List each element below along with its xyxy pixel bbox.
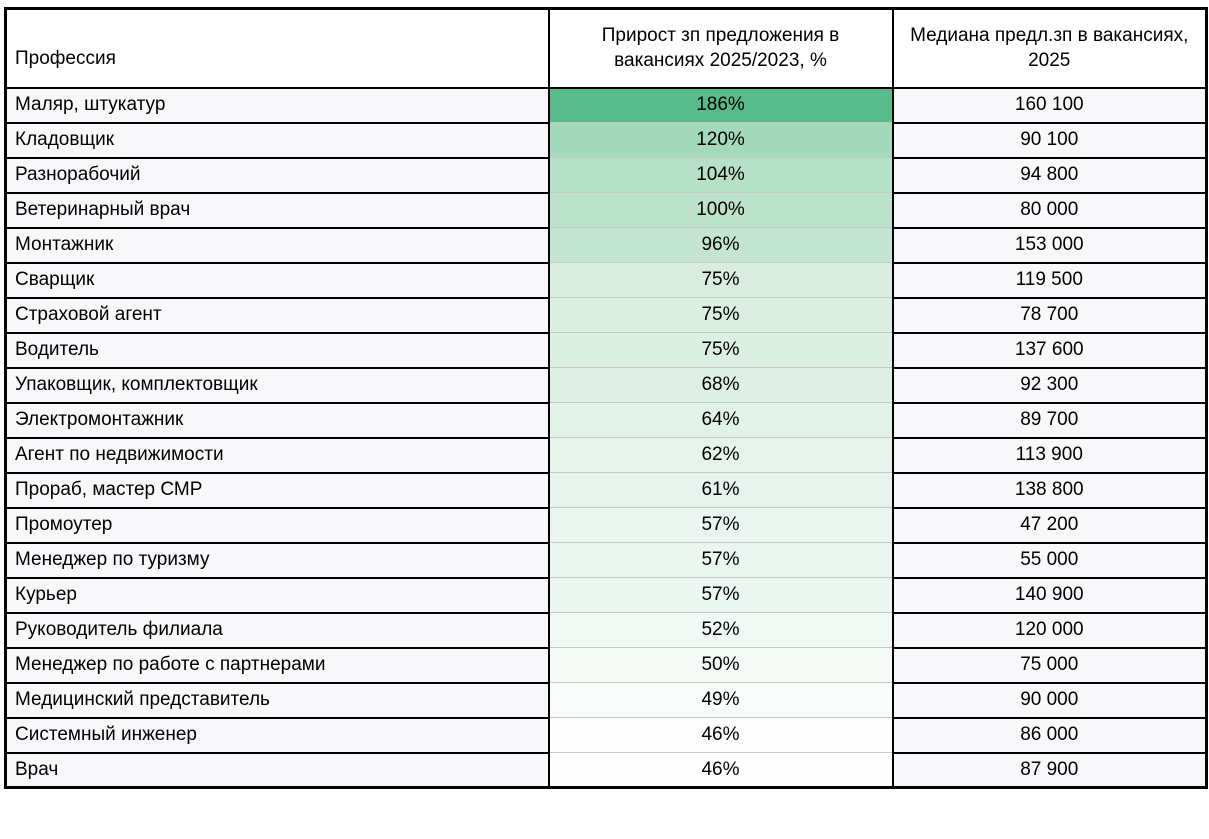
growth-heatmap-cell: 96%	[547, 227, 894, 263]
growth-heatmap-cell: 46%	[547, 752, 894, 788]
profession-cell: Врач	[4, 751, 550, 789]
growth-heatmap-cell: 75%	[547, 262, 894, 298]
median-salary-cell: 140 900	[891, 576, 1208, 614]
table-row: Агент по недвижимости 62% 113 900	[4, 436, 1208, 474]
median-salary-cell: 160 100	[891, 86, 1208, 124]
profession-cell: Менеджер по туризму	[4, 541, 550, 579]
median-salary-cell: 78 700	[891, 296, 1208, 334]
growth-heatmap-cell: 57%	[547, 542, 894, 578]
median-salary-cell: 75 000	[891, 646, 1208, 684]
profession-cell: Менеджер по работе с партнерами	[4, 646, 550, 684]
median-salary-cell: 89 700	[891, 401, 1208, 439]
growth-heatmap-cell: 68%	[547, 367, 894, 403]
growth-heatmap-cell: 50%	[547, 647, 894, 683]
table-row: Менеджер по работе с партнерами 50% 75 000	[4, 646, 1208, 684]
median-salary-cell: 113 900	[891, 436, 1208, 474]
profession-cell: Курьер	[4, 576, 550, 614]
table-row: Водитель 75% 137 600	[4, 331, 1208, 369]
column-header-median: Медиана предл.зп в вакансиях, 2025	[891, 7, 1208, 89]
profession-cell: Руководитель филиала	[4, 611, 550, 649]
table-row: Курьер 57% 140 900	[4, 576, 1208, 614]
table-row: Системный инженер 46% 86 000	[4, 716, 1208, 754]
table-row: Маляр, штукатур 186% 160 100	[4, 86, 1208, 124]
median-salary-cell: 90 100	[891, 121, 1208, 159]
growth-heatmap-cell: 57%	[547, 507, 894, 543]
growth-heatmap-cell: 52%	[547, 612, 894, 648]
median-salary-cell: 47 200	[891, 506, 1208, 544]
median-salary-cell: 138 800	[891, 471, 1208, 509]
profession-cell: Системный инженер	[4, 716, 550, 754]
table-row: Страховой агент 75% 78 700	[4, 296, 1208, 334]
median-salary-cell: 86 000	[891, 716, 1208, 754]
growth-heatmap-cell: 46%	[547, 717, 894, 753]
profession-cell: Сварщик	[4, 261, 550, 299]
profession-cell: Медицинский представитель	[4, 681, 550, 719]
profession-cell: Агент по недвижимости	[4, 436, 550, 474]
growth-heatmap-cell: 62%	[547, 437, 894, 473]
median-salary-cell: 90 000	[891, 681, 1208, 719]
table-row: Кладовщик 120% 90 100	[4, 121, 1208, 159]
profession-cell: Ветеринарный врач	[4, 191, 550, 229]
table-row: Сварщик 75% 119 500	[4, 261, 1208, 299]
growth-heatmap-cell: 49%	[547, 682, 894, 718]
profession-cell: Упаковщик, комплектовщик	[4, 366, 550, 404]
table-row: Прораб, мастер СМР 61% 138 800	[4, 471, 1208, 509]
growth-heatmap-cell: 120%	[547, 122, 894, 158]
salary-growth-table: Профессия Прирост зп предложения в вакан…	[4, 7, 1208, 789]
table-row: Ветеринарный врач 100% 80 000	[4, 191, 1208, 229]
table-row: Монтажник 96% 153 000	[4, 226, 1208, 264]
growth-heatmap-cell: 75%	[547, 297, 894, 333]
growth-heatmap-cell: 100%	[547, 192, 894, 228]
growth-heatmap-cell: 104%	[547, 157, 894, 193]
salary-growth-table-container: Профессия Прирост зп предложения в вакан…	[4, 7, 1208, 789]
table-row: Врач 46% 87 900	[4, 751, 1208, 789]
profession-cell: Промоутер	[4, 506, 550, 544]
growth-heatmap-cell: 61%	[547, 472, 894, 508]
table-row: Руководитель филиала 52% 120 000	[4, 611, 1208, 649]
profession-cell: Монтажник	[4, 226, 550, 264]
column-header-growth: Прирост зп предложения в вакансиях 2025/…	[547, 7, 894, 89]
median-salary-cell: 153 000	[891, 226, 1208, 264]
median-salary-cell: 55 000	[891, 541, 1208, 579]
median-salary-cell: 137 600	[891, 331, 1208, 369]
column-header-profession: Профессия	[4, 7, 550, 89]
growth-heatmap-cell: 57%	[547, 577, 894, 613]
median-salary-cell: 119 500	[891, 261, 1208, 299]
profession-cell: Электромонтажник	[4, 401, 550, 439]
growth-heatmap-cell: 75%	[547, 332, 894, 368]
table-row: Медицинский представитель 49% 90 000	[4, 681, 1208, 719]
table-header-row: Профессия Прирост зп предложения в вакан…	[4, 7, 1208, 89]
growth-heatmap-cell: 64%	[547, 402, 894, 438]
table-row: Упаковщик, комплектовщик 68% 92 300	[4, 366, 1208, 404]
profession-cell: Страховой агент	[4, 296, 550, 334]
median-salary-cell: 94 800	[891, 156, 1208, 194]
median-salary-cell: 80 000	[891, 191, 1208, 229]
profession-cell: Кладовщик	[4, 121, 550, 159]
table-row: Промоутер 57% 47 200	[4, 506, 1208, 544]
profession-cell: Маляр, штукатур	[4, 86, 550, 124]
table-body: Маляр, штукатур 186% 160 100 Кладовщик 120% 9…	[4, 86, 1208, 789]
median-salary-cell: 120 000	[891, 611, 1208, 649]
table-row: Электромонтажник 64% 89 700	[4, 401, 1208, 439]
profession-cell: Водитель	[4, 331, 550, 369]
profession-cell: Прораб, мастер СМР	[4, 471, 550, 509]
profession-cell: Разнорабочий	[4, 156, 550, 194]
median-salary-cell: 92 300	[891, 366, 1208, 404]
growth-heatmap-cell: 186%	[547, 87, 894, 123]
table-row: Менеджер по туризму 57% 55 000	[4, 541, 1208, 579]
table-row: Разнорабочий 104% 94 800	[4, 156, 1208, 194]
median-salary-cell: 87 900	[891, 751, 1208, 789]
